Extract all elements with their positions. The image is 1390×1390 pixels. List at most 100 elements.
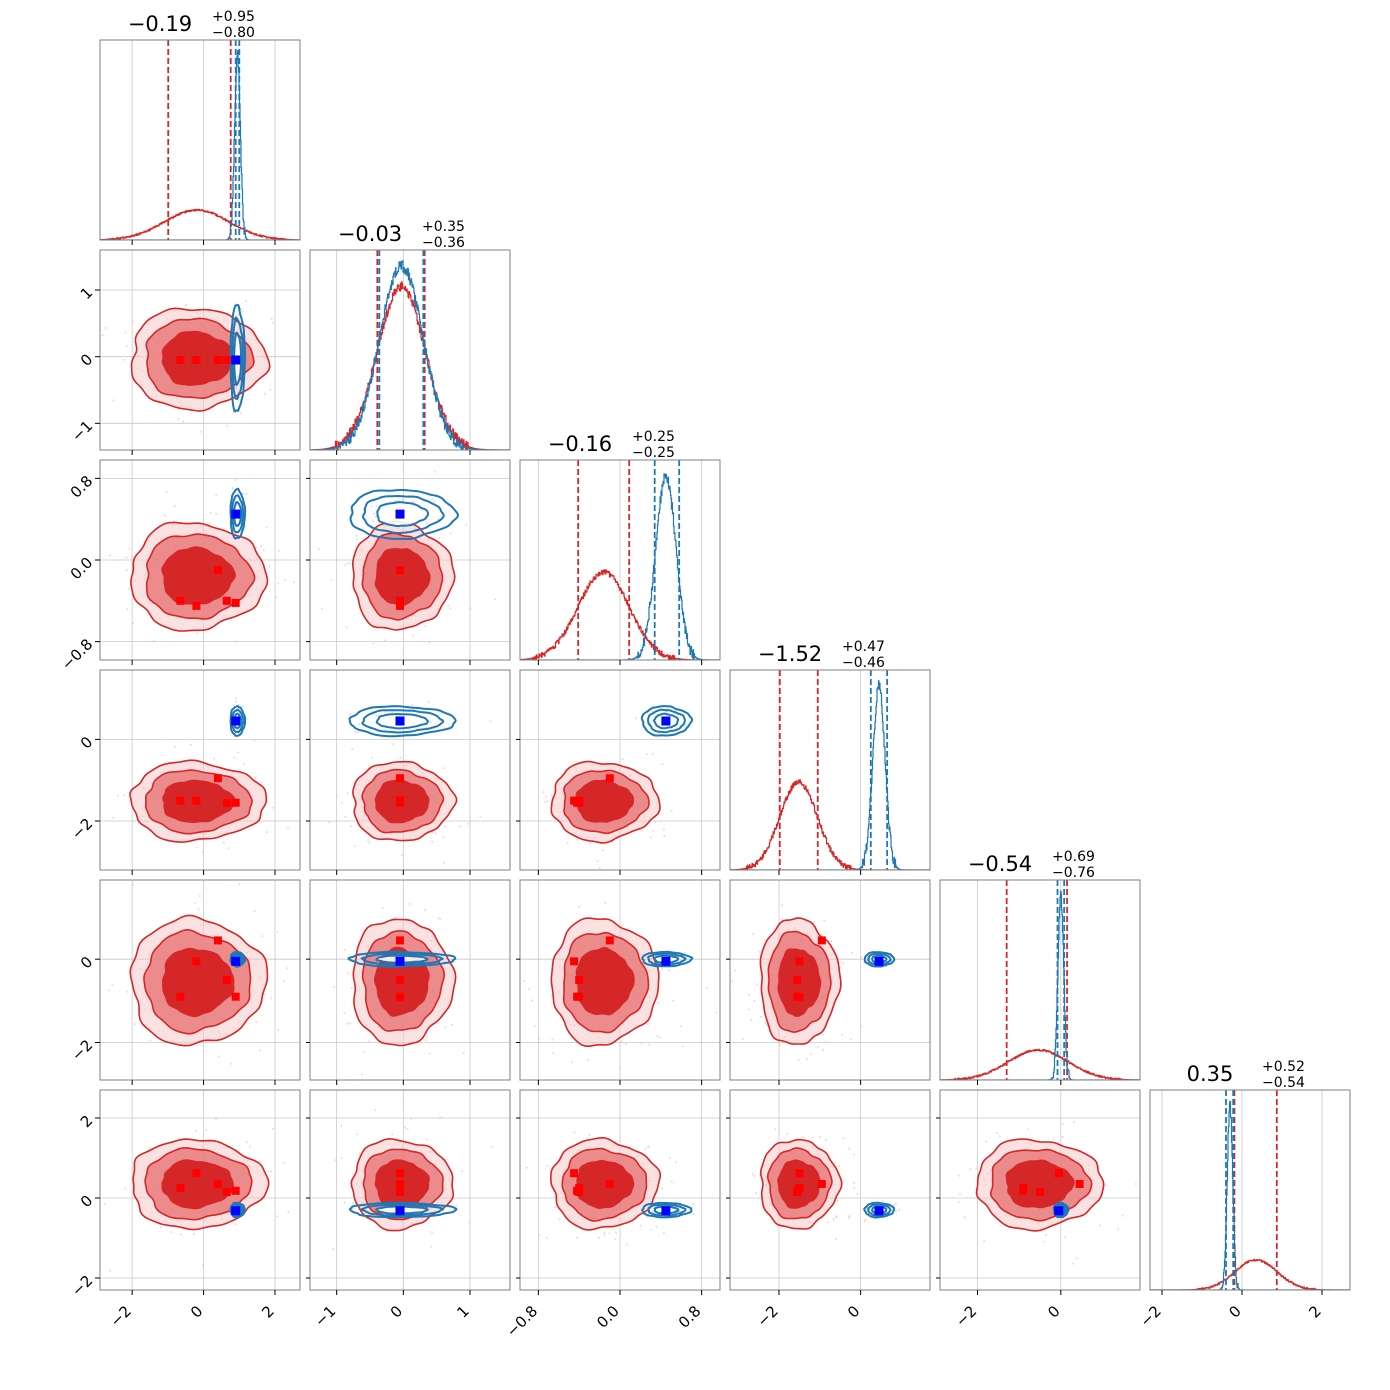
red-sample-point	[442, 835, 445, 838]
red-truth-marker	[222, 798, 231, 807]
red-sample-point	[652, 753, 655, 755]
red-sample-point	[406, 1127, 409, 1130]
red-sample-point	[235, 640, 238, 643]
red-sample-point	[587, 1059, 590, 1062]
blue-sample-point	[692, 1203, 695, 1206]
panel-frame	[99, 39, 301, 241]
panel-title-upper: +0.69	[1052, 849, 1095, 865]
red-sample-point	[596, 860, 599, 863]
red-sample-point	[177, 418, 180, 420]
red-sample-point	[847, 1217, 850, 1220]
red-sample-point	[111, 983, 114, 986]
blue-truth-marker	[231, 956, 241, 966]
red-sample-point	[842, 1137, 845, 1140]
blue-sample-point	[343, 1201, 346, 1204]
red-sample-point	[969, 1168, 972, 1171]
blue-sample-point	[375, 505, 378, 508]
red-sample-point	[860, 1025, 863, 1028]
contour-area	[103, 1118, 290, 1272]
panel-title-upper: +0.25	[632, 429, 675, 445]
red-sample-point	[806, 1058, 809, 1061]
red-truth-marker	[573, 1186, 582, 1195]
red-truth-marker	[222, 356, 231, 364]
contour-panel-2-1	[95, 249, 301, 455]
red-sample-point	[173, 519, 176, 522]
red-sample-point	[608, 1232, 611, 1235]
red-sample-point	[646, 1023, 649, 1026]
red-sample-point	[640, 1042, 643, 1045]
red-sample-point	[174, 745, 176, 748]
panel-title-value: −0.16	[548, 432, 612, 456]
blue-truth-marker	[661, 1206, 671, 1216]
red-sample-point	[399, 756, 402, 759]
red-truth-marker	[213, 356, 222, 364]
blue-histogram	[730, 680, 930, 870]
red-sample-point	[363, 1050, 366, 1053]
red-sample-point	[131, 320, 134, 323]
red-sample-point	[458, 825, 461, 828]
red-sample-point	[346, 561, 349, 564]
red-sample-point	[374, 1109, 377, 1112]
red-histogram	[730, 779, 930, 870]
blue-sample-point	[894, 1202, 897, 1205]
panel-title-value: 0.35	[1187, 1062, 1234, 1086]
red-histogram	[940, 1048, 1140, 1080]
red-sample-point	[490, 1145, 493, 1148]
blue-sample-point	[431, 497, 434, 500]
red-sample-point	[748, 993, 751, 996]
red-sample-point	[277, 582, 280, 585]
contour-area	[332, 1109, 493, 1250]
red-sample-point	[382, 907, 384, 910]
red-sample-point	[589, 842, 591, 845]
red-sample-point	[193, 1233, 195, 1236]
panel-frame	[99, 1089, 301, 1291]
diagonal-panel-5: −0.54 +0.69−0.76	[939, 849, 1141, 1085]
red-sample-point	[123, 794, 126, 797]
red-sample-point	[530, 999, 533, 1002]
red-sample-point	[856, 1192, 859, 1195]
red-sample-point	[352, 1202, 354, 1205]
red-sample-point	[263, 392, 266, 395]
x-tick-label: 0	[1044, 1302, 1063, 1321]
red-sample-point	[265, 526, 268, 529]
y-tick-label: −1	[68, 417, 96, 445]
red-sample-point	[348, 562, 351, 565]
red-sample-point	[428, 641, 431, 644]
red-sample-point	[368, 841, 371, 844]
red-sample-point	[449, 532, 452, 535]
blue-sample-point	[370, 505, 373, 508]
red-sample-point	[543, 800, 546, 803]
red-sample-point	[271, 1127, 274, 1130]
red-sample-point	[349, 1022, 352, 1025]
red-sample-point	[741, 1038, 744, 1041]
red-sample-point	[109, 1269, 112, 1272]
red-histogram	[1150, 1258, 1350, 1290]
red-sample-point	[444, 1026, 447, 1029]
red-sample-point	[340, 801, 343, 804]
red-sample-point	[663, 835, 666, 837]
red-sample-point	[1121, 1214, 1124, 1217]
contour-area	[751, 1128, 901, 1241]
red-sample-point	[494, 598, 497, 601]
blue-truth-marker	[395, 509, 405, 519]
red-truth-marker	[795, 1169, 804, 1178]
red-sample-point	[201, 1264, 204, 1267]
red-truth-marker	[1075, 1180, 1084, 1188]
red-sample-point	[350, 987, 353, 990]
red-sample-point	[1042, 1240, 1045, 1243]
contour-panel-5-1	[95, 879, 301, 1085]
red-sample-point	[545, 1236, 548, 1239]
blue-contour	[647, 952, 687, 966]
blue-sample-point	[440, 712, 443, 715]
red-truth-marker	[192, 356, 201, 364]
red-truth-marker	[396, 598, 404, 607]
diagonal-panel-1: −0.19 +0.95−0.80	[99, 9, 301, 245]
red-sample-point	[672, 999, 675, 1002]
red-sample-point	[439, 918, 442, 921]
red-sample-point	[132, 622, 135, 625]
red-sample-point	[412, 634, 415, 637]
blue-sample-point	[357, 731, 360, 734]
red-truth-marker	[396, 1180, 404, 1188]
red-sample-point	[465, 523, 468, 526]
blue-sample-point	[375, 714, 378, 717]
